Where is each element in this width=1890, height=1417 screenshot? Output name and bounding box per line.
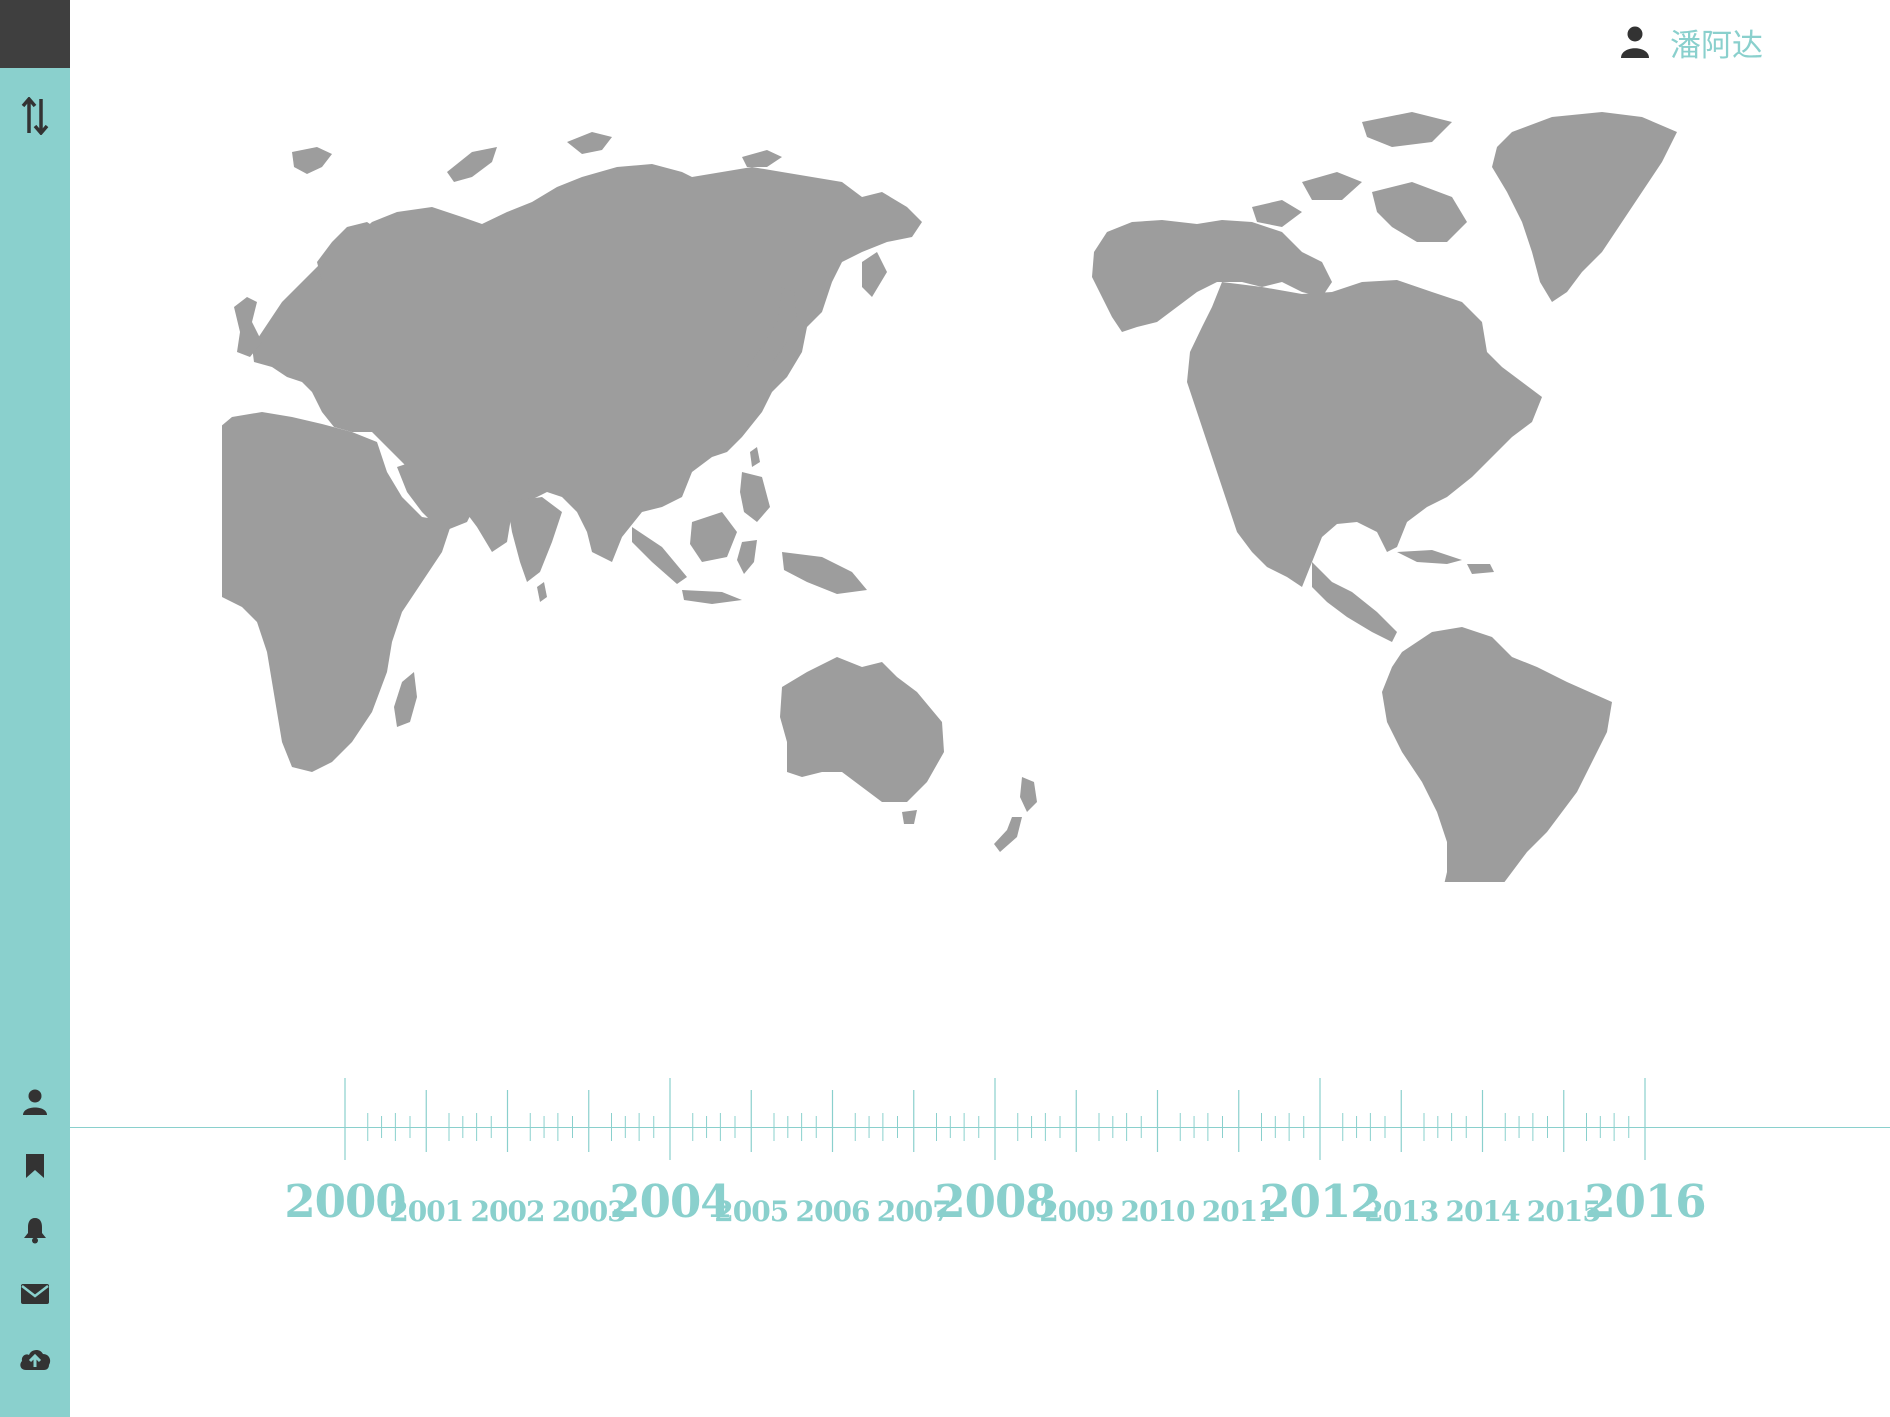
year-2016[interactable]: 2016 [1584, 1175, 1706, 1228]
sidebar-nav [0, 1070, 70, 1390]
year-2005[interactable]: 2005 [714, 1195, 789, 1228]
map-india [507, 497, 562, 582]
year-2004[interactable]: 2004 [609, 1175, 731, 1228]
year-2002[interactable]: 2002 [470, 1195, 546, 1228]
world-map-svg [222, 112, 1677, 882]
year-2006[interactable]: 2006 [795, 1195, 871, 1228]
map-arctic-isl-2 [1252, 200, 1302, 227]
sidebar-corner [0, 0, 70, 68]
user-icon [1621, 26, 1649, 58]
map-baffin [1372, 182, 1467, 242]
year-2015[interactable]: 2015 [1526, 1195, 1602, 1228]
user-menu[interactable]: 潘阿达 [1620, 18, 1763, 66]
bell-icon [24, 1218, 46, 1244]
year-2013[interactable]: 2013 [1364, 1195, 1439, 1228]
map-novaya [447, 147, 497, 182]
map-severnaya [567, 132, 612, 154]
sidebar-item-profile[interactable] [0, 1070, 70, 1134]
map-sulawesi [737, 540, 757, 574]
year-2012[interactable]: 2012 [1259, 1175, 1381, 1228]
map-greenland [1492, 112, 1677, 302]
map-cuba [1397, 550, 1462, 564]
map-alaska [1092, 220, 1332, 332]
map-north-america [1187, 280, 1542, 587]
sort-icon [21, 97, 49, 135]
sidebar-item-upload[interactable] [0, 1326, 70, 1390]
timeline-axis [70, 1127, 1890, 1128]
map-japan [747, 287, 797, 372]
map-sumatra [632, 527, 687, 584]
map-uk [234, 297, 262, 357]
year-2014[interactable]: 2014 [1445, 1195, 1521, 1228]
bookmark-icon [26, 1154, 44, 1178]
year-2007[interactable]: 2007 [876, 1195, 952, 1228]
map-svalbard [292, 147, 332, 174]
year-2011[interactable]: 2011 [1201, 1195, 1277, 1228]
map-south-america [1382, 627, 1612, 882]
cloud-upload-icon [20, 1349, 51, 1370]
map-kamchatka [862, 252, 887, 297]
envelope-icon [21, 1284, 49, 1304]
map-taiwan [750, 447, 760, 467]
user-icon [23, 1089, 47, 1115]
map-hispaniola [1467, 564, 1494, 574]
timeline-years: 2000 2001 2002 2003 2004 2005 2006 2007 2008 2009… [70, 1168, 1890, 1228]
map-australia [780, 657, 944, 802]
map-philippines [740, 472, 770, 522]
user-name[interactable]: 潘阿达 [1670, 27, 1763, 64]
map-java [682, 590, 742, 604]
sidebar-item-bookmarks[interactable] [0, 1134, 70, 1198]
map-tasmania [902, 810, 917, 824]
timeline-ticks [344, 1078, 1646, 1160]
year-2008[interactable]: 2008 [934, 1175, 1056, 1228]
map-arabia [397, 457, 477, 532]
map-scandinavia [317, 222, 382, 292]
map-africa [222, 412, 452, 772]
map-arctic-isl-3 [1362, 112, 1452, 147]
sidebar [0, 0, 70, 1417]
sort-button[interactable] [16, 96, 54, 136]
map-nz-north [1020, 777, 1037, 812]
year-2000[interactable]: 2000 [284, 1175, 406, 1228]
map-srilanka [537, 582, 547, 602]
year-2009[interactable]: 2009 [1039, 1195, 1114, 1228]
map-nz-south [994, 817, 1022, 852]
map-arctic-isl-1 [1302, 172, 1362, 200]
sidebar-item-messages[interactable] [0, 1262, 70, 1326]
map-newsib [742, 150, 782, 167]
map-madagascar [394, 672, 417, 727]
year-2010[interactable]: 2010 [1120, 1195, 1196, 1228]
year-2001[interactable]: 2001 [389, 1195, 464, 1228]
sidebar-item-notifications[interactable] [0, 1198, 70, 1262]
map-borneo [690, 512, 737, 562]
world-map[interactable] [222, 112, 1722, 882]
map-newguinea [782, 552, 867, 594]
timeline[interactable]: 2000 2001 2002 2003 2004 2005 2006 2007 2008 2009… [70, 1070, 1890, 1240]
year-2003[interactable]: 2003 [551, 1195, 627, 1228]
map-central-america [1312, 562, 1397, 642]
